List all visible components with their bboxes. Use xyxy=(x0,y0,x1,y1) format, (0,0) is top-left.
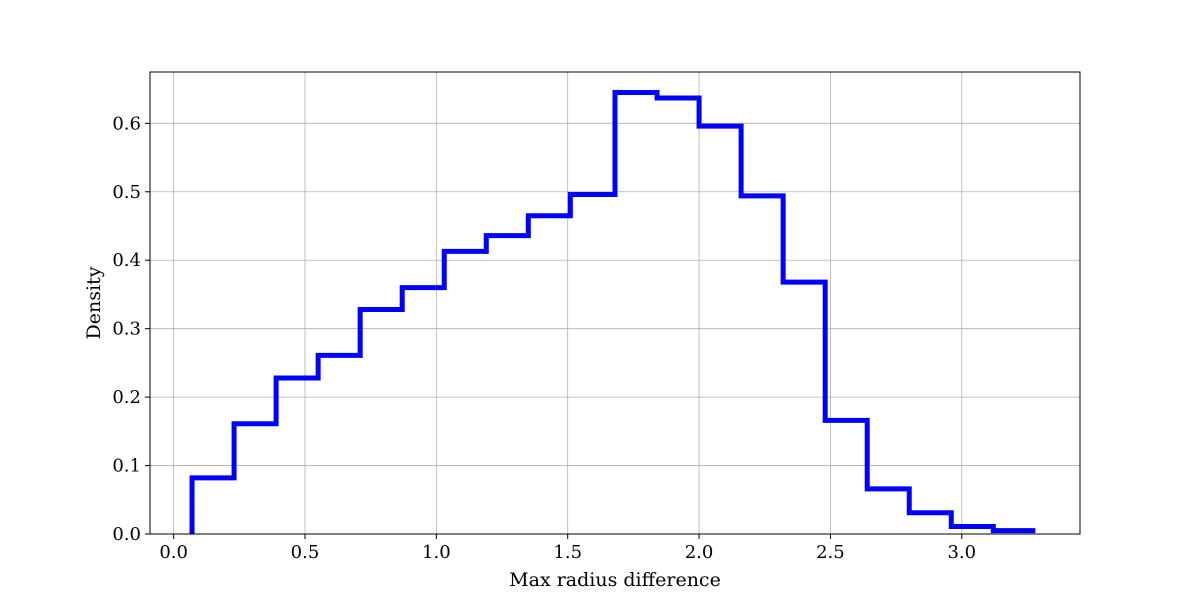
histogram-bin xyxy=(615,93,657,534)
histogram-bin xyxy=(825,420,867,534)
histogram-bin xyxy=(486,236,528,534)
x-tick-label: 1.5 xyxy=(553,542,582,563)
histogram-bin xyxy=(192,478,234,534)
histogram-bin xyxy=(951,526,993,534)
y-axis: 0.0 0.1 0.2 0.3 0.4 0.5 0.6 xyxy=(112,113,150,545)
x-tick-label: 2.0 xyxy=(685,542,714,563)
histogram-bin xyxy=(234,424,276,534)
histogram-bin xyxy=(867,489,909,534)
y-tick-label: 0.1 xyxy=(112,456,141,477)
y-tick-label: 0.2 xyxy=(112,387,141,408)
y-tick-label: 0.3 xyxy=(112,319,141,340)
y-tick-label: 0.0 xyxy=(112,524,141,545)
histogram-bin xyxy=(783,282,825,534)
histogram-step-outline xyxy=(189,90,1036,534)
histogram-bin xyxy=(402,288,444,534)
histogram-bin xyxy=(444,251,486,534)
histogram-bin xyxy=(909,513,951,534)
y-tick-label: 0.5 xyxy=(112,182,141,203)
x-tick-label: 2.5 xyxy=(816,542,845,563)
x-axis: 0.0 0.5 1.0 1.5 2.0 2.5 3.0 xyxy=(159,534,976,563)
x-axis-label: Max radius difference xyxy=(509,569,721,591)
histogram-bin xyxy=(360,310,402,534)
y-axis-label: Density xyxy=(83,266,105,339)
histogram-bin xyxy=(741,196,783,534)
x-tick-label: 1.0 xyxy=(422,542,451,563)
histogram-bin xyxy=(699,126,741,534)
histogram-bin xyxy=(318,355,360,534)
x-tick-label: 0.5 xyxy=(291,542,320,563)
histogram-bin xyxy=(528,216,570,534)
histogram-series xyxy=(189,90,1036,534)
histogram-bin xyxy=(657,98,699,534)
x-tick-label: 3.0 xyxy=(947,542,976,563)
plot-frame xyxy=(149,71,1081,535)
histogram-bin xyxy=(276,378,318,534)
series-layer xyxy=(189,90,1036,534)
histogram-bin xyxy=(570,195,615,534)
x-tick-label: 0.0 xyxy=(159,542,188,563)
histogram-bin xyxy=(993,531,1035,534)
y-tick-label: 0.6 xyxy=(112,113,141,134)
y-tick-label: 0.4 xyxy=(112,250,141,271)
